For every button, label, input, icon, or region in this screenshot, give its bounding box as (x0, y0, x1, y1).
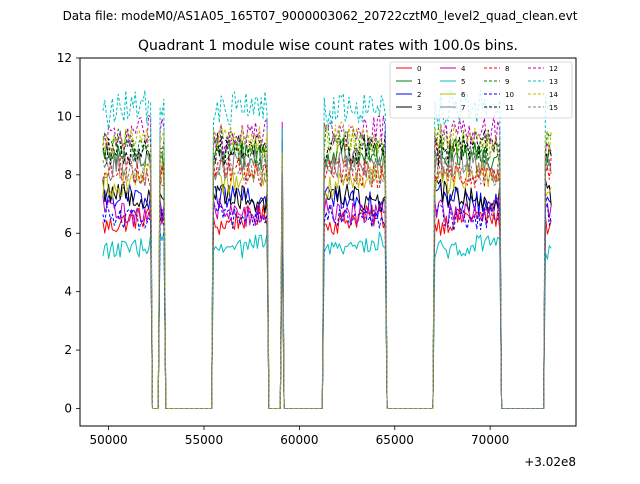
legend-label-15: 15 (549, 104, 558, 112)
y-axis: 0 2 4 6 8 10 12 (57, 51, 80, 415)
y-tick-label: 12 (57, 51, 72, 65)
legend-label-4: 4 (461, 65, 466, 73)
y-tick-label: 10 (57, 109, 72, 123)
legend-label-12: 12 (549, 65, 558, 73)
plot-frame (79, 57, 577, 427)
x-tick-label: 50000 (90, 433, 128, 447)
series-line-15 (102, 152, 552, 409)
x-tick-label: 65000 (376, 433, 414, 447)
x-axis: 50000 55000 60000 65000 70000 (90, 426, 509, 447)
x-tick-label: 55000 (185, 433, 223, 447)
x-tick-label: 70000 (471, 433, 509, 447)
x-offset-label: +3.02e8 (524, 455, 576, 469)
legend-label-5: 5 (461, 78, 465, 86)
legend-label-10: 10 (505, 91, 514, 99)
legend-label-3: 3 (417, 104, 421, 112)
series-line-9 (102, 124, 552, 409)
legend-label-13: 13 (549, 78, 558, 86)
chart-title: Quadrant 1 module wise count rates with … (138, 38, 518, 54)
y-tick-label: 4 (64, 285, 72, 299)
x-tick-label: 60000 (280, 433, 318, 447)
legend-label-14: 14 (549, 91, 558, 99)
y-tick-label: 0 (64, 401, 72, 415)
legend-frame (389, 61, 573, 119)
legend-label-11: 11 (505, 104, 514, 112)
y-tick-label: 8 (64, 168, 72, 182)
legend-label-6: 6 (461, 91, 466, 99)
legend-label-0: 0 (417, 65, 421, 73)
series-layer (102, 89, 552, 409)
y-tick-label: 2 (64, 343, 72, 357)
chart-suptitle: Data file: modeM0/AS1A05_165T07_90000030… (63, 9, 578, 23)
legend-label-9: 9 (505, 78, 509, 86)
legend-label-8: 8 (505, 65, 509, 73)
y-tick-label: 6 (64, 226, 72, 240)
legend-label-1: 1 (417, 78, 421, 86)
legend-label-2: 2 (417, 91, 421, 99)
legend-label-7: 7 (461, 104, 465, 112)
